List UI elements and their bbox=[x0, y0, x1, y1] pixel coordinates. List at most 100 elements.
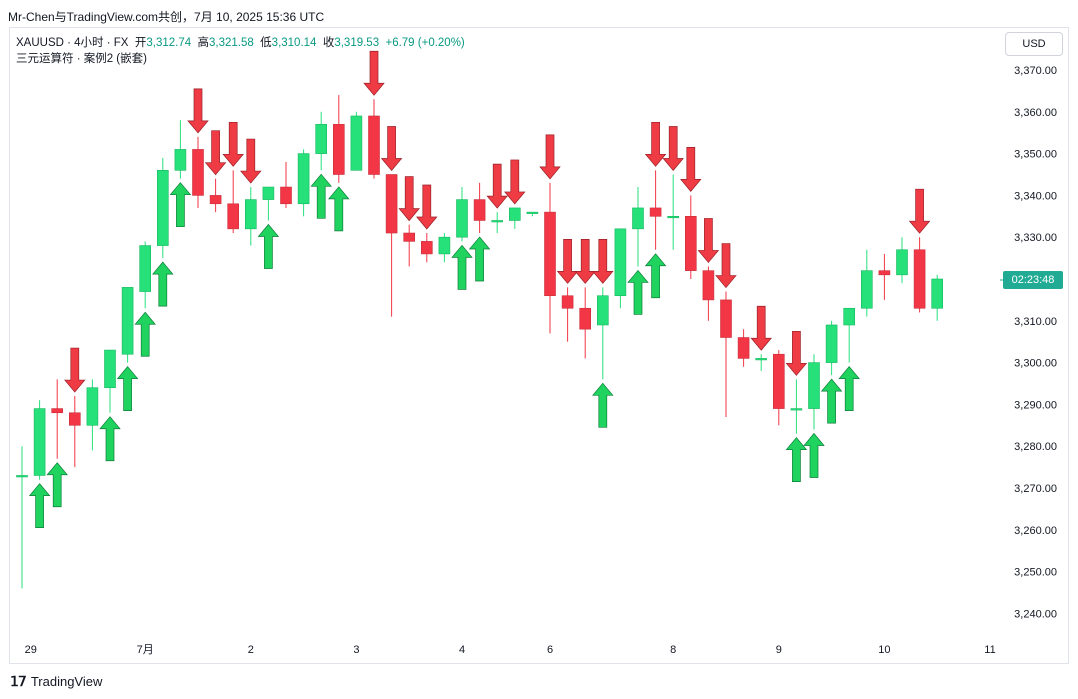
x-tick-label: 2 bbox=[248, 644, 254, 656]
tradingview-logo[interactable]: 𝟣𝟩 TradingView bbox=[10, 673, 102, 690]
y-tick-label: 3,250.00 bbox=[1014, 567, 1057, 579]
candle-body bbox=[649, 207, 662, 217]
symbol-label[interactable]: XAUUSD · 4小时 · FX bbox=[16, 37, 129, 49]
x-tick-label: 29 bbox=[25, 644, 37, 656]
sell-signal-arrow bbox=[908, 188, 931, 234]
candle-body bbox=[350, 115, 363, 171]
candle-body bbox=[69, 412, 81, 426]
candle-body bbox=[667, 216, 680, 219]
candle-body bbox=[315, 124, 328, 154]
candle-body bbox=[385, 174, 398, 234]
candle-body bbox=[420, 241, 433, 255]
y-tick-label: 3,310.00 bbox=[1014, 316, 1057, 328]
buy-signal-arrow bbox=[838, 366, 860, 411]
candle-body bbox=[561, 295, 574, 309]
sell-signal-arrow bbox=[750, 305, 772, 351]
candle-body bbox=[614, 228, 627, 297]
x-tick-label: 3 bbox=[353, 644, 359, 656]
x-tick-label: 11 bbox=[984, 644, 995, 656]
candle-body bbox=[878, 270, 891, 276]
buy-signal-arrow bbox=[468, 236, 491, 282]
y-tick-label: 3,330.00 bbox=[1014, 232, 1057, 244]
sell-signal-arrow bbox=[785, 330, 808, 376]
chart-caption: Mr-Chen与TradingView.com共创，7月 10, 2025 15… bbox=[8, 10, 325, 24]
buy-signal-arrow bbox=[257, 223, 280, 269]
sell-signal-arrow bbox=[204, 130, 227, 176]
candle-body bbox=[913, 249, 926, 309]
buy-signal-arrow bbox=[310, 173, 332, 219]
candle-body bbox=[368, 115, 380, 175]
candle-body bbox=[790, 408, 803, 411]
buy-signal-arrow bbox=[644, 253, 667, 299]
y-tick-label: 3,260.00 bbox=[1014, 525, 1057, 537]
x-tick-label: 7月 bbox=[137, 644, 154, 656]
candle-body bbox=[843, 307, 856, 326]
sell-signal-arrow bbox=[222, 121, 244, 167]
candle-body bbox=[684, 216, 697, 271]
open-label: 开 bbox=[134, 37, 147, 49]
candle-body bbox=[139, 245, 151, 292]
buy-signal-arrow bbox=[28, 483, 51, 528]
chart-frame bbox=[9, 27, 1069, 664]
tradingview-mark-icon: 𝟣𝟩 bbox=[10, 673, 27, 689]
x-tick-label: 9 bbox=[776, 644, 782, 656]
candle-body bbox=[332, 124, 345, 175]
y-tick-label: 3,240.00 bbox=[1014, 608, 1057, 620]
x-tick-label: 4 bbox=[459, 644, 465, 656]
low-value: 3,310.14 bbox=[271, 37, 317, 49]
buy-signal-arrow bbox=[134, 311, 156, 357]
buy-signal-arrow bbox=[328, 186, 350, 232]
candle-body bbox=[262, 186, 275, 200]
candle-body bbox=[632, 207, 644, 230]
candle-body bbox=[403, 232, 416, 242]
candle-body bbox=[526, 211, 539, 214]
candle-body bbox=[491, 220, 504, 223]
buy-signal-arrow bbox=[451, 244, 473, 290]
y-tick-label: 3,280.00 bbox=[1014, 441, 1057, 453]
chart-legend: XAUUSD · 4小时 · FX 开3,312.74 高3,321.58 低3… bbox=[16, 35, 465, 67]
candle-body bbox=[104, 349, 116, 388]
candle-body bbox=[121, 287, 134, 355]
y-tick-label: 3,370.00 bbox=[1014, 65, 1057, 77]
buy-signal-arrow bbox=[46, 462, 68, 508]
sell-signal-arrow bbox=[187, 88, 209, 134]
close-value: 3,319.53 bbox=[334, 37, 380, 49]
candle-body bbox=[772, 353, 785, 409]
candle-body bbox=[51, 408, 64, 414]
sell-signal-arrow bbox=[363, 50, 385, 96]
candle-body bbox=[544, 211, 556, 297]
indicator-label[interactable]: 三元运算符 · 案例2 (嵌套) bbox=[16, 53, 147, 65]
candle-body bbox=[755, 358, 768, 361]
sell-signal-arrow bbox=[398, 176, 420, 222]
branding-label: TradingView bbox=[30, 674, 103, 689]
open-value: 3,312.74 bbox=[146, 37, 192, 49]
y-tick-label: 3,360.00 bbox=[1014, 107, 1057, 119]
candle-body bbox=[456, 199, 468, 238]
candle-body bbox=[174, 149, 187, 171]
candle-body bbox=[157, 170, 169, 246]
candle-body bbox=[33, 408, 46, 476]
candle-body bbox=[473, 199, 486, 221]
y-tick-label: 3,300.00 bbox=[1014, 358, 1057, 370]
buy-signal-arrow bbox=[820, 378, 843, 424]
candle-body bbox=[192, 149, 204, 196]
buy-signal-arrow bbox=[785, 437, 808, 483]
candle-body bbox=[280, 186, 292, 205]
candle-body bbox=[245, 199, 257, 230]
candle-body bbox=[209, 195, 222, 205]
sell-signal-arrow bbox=[662, 126, 684, 172]
currency-button[interactable]: USD bbox=[1005, 32, 1063, 56]
x-tick-label: 10 bbox=[878, 644, 890, 656]
sell-signal-arrow bbox=[380, 126, 403, 172]
sell-signal-arrow bbox=[644, 121, 667, 167]
y-tick-label: 3,270.00 bbox=[1014, 483, 1057, 495]
y-tick-label: 3,340.00 bbox=[1014, 190, 1057, 202]
low-label: 低 bbox=[260, 37, 272, 49]
sell-signal-arrow bbox=[592, 239, 614, 284]
sell-signal-arrow bbox=[574, 239, 596, 284]
sell-signal-arrow bbox=[539, 134, 561, 180]
buy-signal-arrow bbox=[627, 269, 649, 315]
x-tick-label: 8 bbox=[670, 644, 676, 656]
high-label: 高 bbox=[197, 37, 210, 49]
